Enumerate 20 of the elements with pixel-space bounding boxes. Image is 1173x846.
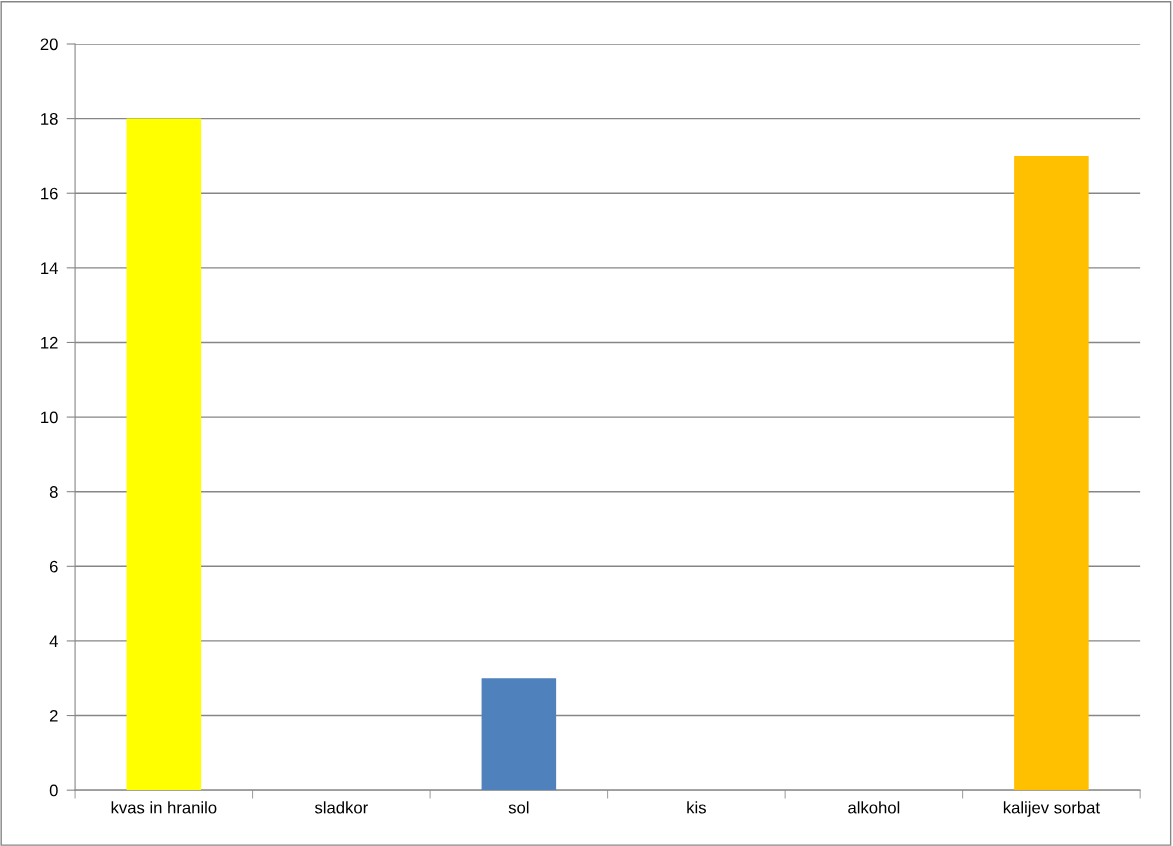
bar [126, 118, 202, 791]
x-tick-label: sol [508, 801, 529, 814]
y-tick-label: 4 [49, 635, 58, 647]
x-tick-label: sladkor [314, 801, 368, 814]
y-tick-label: 14 [41, 262, 58, 274]
y-tick-label: 20 [40, 38, 58, 51]
y-tick-label: 8 [49, 486, 58, 498]
bar [481, 678, 557, 791]
y-tick-label: 12 [41, 336, 58, 349]
y-tick-label: 10 [41, 411, 58, 424]
y-tick-label: 0 [49, 784, 58, 797]
x-tick-label: kis [687, 801, 706, 814]
bar [1014, 155, 1089, 791]
y-tick-label: 6 [49, 560, 58, 573]
x-tick-label: kvas in hranilo [111, 801, 217, 814]
x-tick-label: kalijev sorbat [1003, 801, 1100, 817]
y-tick-label: 2 [49, 709, 58, 722]
y-tick-label: 18 [41, 113, 58, 125]
x-tick-label: alkohol [848, 801, 900, 814]
y-tick-label: 16 [41, 187, 58, 200]
